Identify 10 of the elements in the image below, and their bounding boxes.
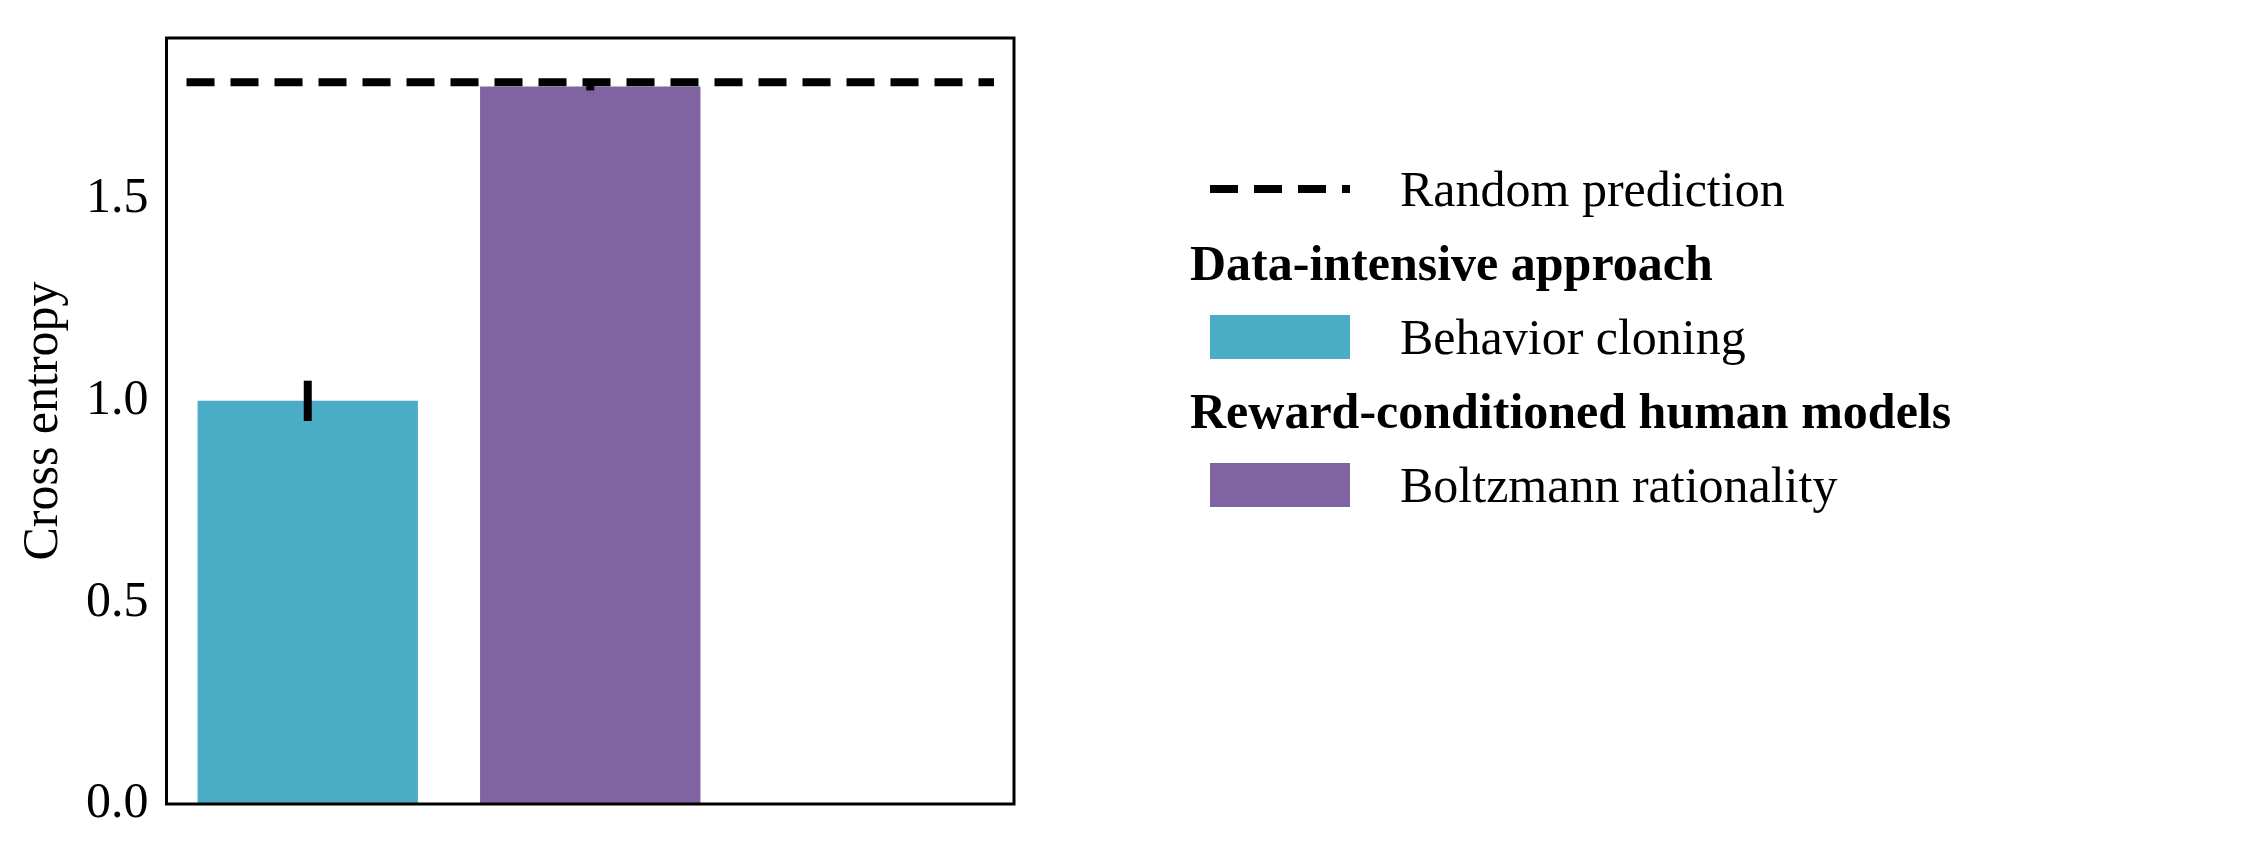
y-tick-label: 0.5	[86, 570, 149, 627]
y-tick-label: 1.0	[86, 368, 149, 425]
y-tick-label: 0.0	[86, 772, 149, 829]
text: Data-intensive approach	[1190, 234, 1714, 293]
y-axis-title: Cross entropy	[12, 281, 69, 561]
text: Reward-conditioned human models	[1190, 382, 1952, 441]
legend-label: Behavior cloning	[1400, 308, 1746, 366]
legend-label: Random prediction	[1400, 160, 1785, 218]
legend-label: Boltzmann rationality	[1400, 456, 1838, 514]
y-tick-label: 1.5	[86, 167, 149, 224]
